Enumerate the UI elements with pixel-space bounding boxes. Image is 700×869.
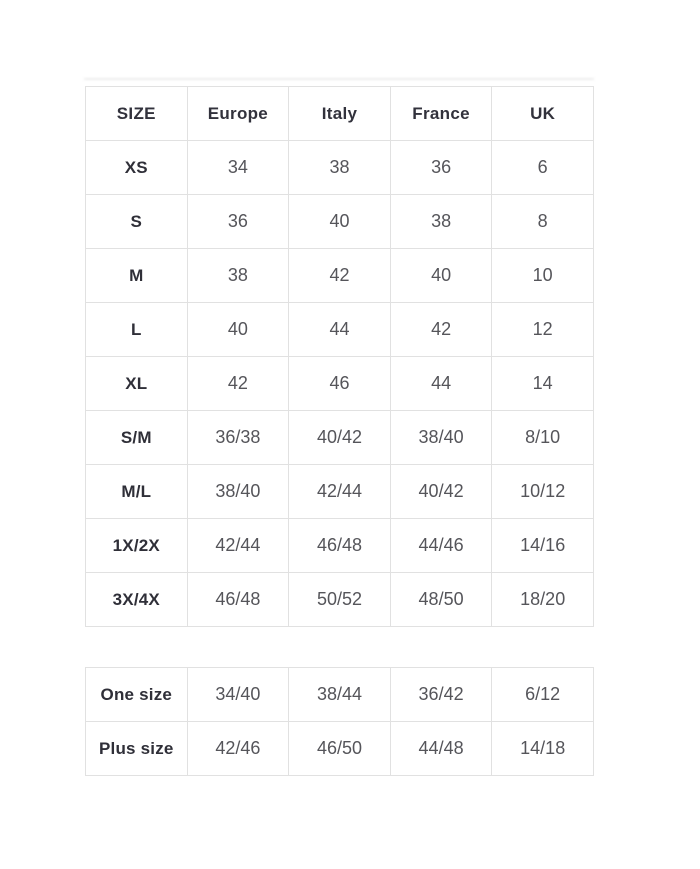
table-cell: 10	[491, 248, 594, 303]
row-label: L	[85, 302, 188, 357]
table-row-one-size: One size 34/40 38/44 36/42 6/12	[85, 667, 594, 722]
table-row-plus-size: Plus size 42/46 46/50 44/48 14/18	[85, 721, 594, 776]
table-cell: 44/48	[389, 721, 493, 776]
table-cell: 40	[288, 194, 391, 249]
column-header-france: France	[389, 86, 493, 141]
table-cell: 12	[491, 302, 594, 357]
table-row-xl: XL 42 46 44 14	[85, 356, 594, 411]
table-cell: 40	[389, 248, 493, 303]
table-cell: 42	[288, 248, 391, 303]
table-cell: 10/12	[491, 464, 594, 519]
one-size-plus-size-table: One size 34/40 38/44 36/42 6/12 Plus siz…	[85, 667, 594, 776]
table-cell: 46/50	[288, 721, 391, 776]
table-cell: 38	[389, 194, 493, 249]
table-row-ml: M/L 38/40 42/44 40/42 10/12	[85, 464, 594, 519]
table-row-m: M 38 42 40 10	[85, 248, 594, 303]
table-cell: 34/40	[186, 667, 290, 722]
header-row: SIZE Europe Italy France UK	[85, 86, 594, 141]
table-cell: 18/20	[491, 572, 594, 627]
table-top-shadow-line	[84, 78, 594, 80]
row-label: XL	[85, 356, 188, 411]
table-cell: 14/18	[491, 721, 594, 776]
table-cell: 44	[288, 302, 391, 357]
column-header-europe: Europe	[186, 86, 290, 141]
table-cell: 38/44	[288, 667, 391, 722]
table-cell: 36	[186, 194, 290, 249]
size-conversion-table: SIZE Europe Italy France UK XS 34 38 36 …	[85, 86, 594, 627]
column-header-uk: UK	[491, 86, 594, 141]
table-cell: 8	[491, 194, 594, 249]
table-row-xs: XS 34 38 36 6	[85, 140, 594, 195]
table-cell: 46	[288, 356, 391, 411]
table-cell: 38	[288, 140, 391, 195]
table-cell: 36/42	[389, 667, 493, 722]
row-label: M	[85, 248, 188, 303]
table-cell: 14/16	[491, 518, 594, 573]
table-cell: 44	[389, 356, 493, 411]
table-cell: 40	[186, 302, 290, 357]
table-cell: 8/10	[491, 410, 594, 465]
table-cell: 34	[186, 140, 290, 195]
table-cell: 50/52	[288, 572, 391, 627]
table-cell: 46/48	[186, 572, 290, 627]
row-label: One size	[85, 667, 188, 722]
column-header-size: SIZE	[85, 86, 188, 141]
row-label: S/M	[85, 410, 188, 465]
row-label: S	[85, 194, 188, 249]
table-row-s: S 36 40 38 8	[85, 194, 594, 249]
row-label: XS	[85, 140, 188, 195]
table-cell: 6/12	[491, 667, 594, 722]
table-cell: 44/46	[389, 518, 493, 573]
table-cell: 42	[186, 356, 290, 411]
table-cell: 48/50	[389, 572, 493, 627]
table-cell: 42	[389, 302, 493, 357]
table-cell: 40/42	[288, 410, 391, 465]
table-cell: 36/38	[186, 410, 290, 465]
table-row-3x4x: 3X/4X 46/48 50/52 48/50 18/20	[85, 572, 594, 627]
table-cell: 42/44	[186, 518, 290, 573]
table-row-sm: S/M 36/38 40/42 38/40 8/10	[85, 410, 594, 465]
table-cell: 14	[491, 356, 594, 411]
table-cell: 40/42	[389, 464, 493, 519]
table-cell: 38/40	[389, 410, 493, 465]
table-row-1x2x: 1X/2X 42/44 46/48 44/46 14/16	[85, 518, 594, 573]
column-header-italy: Italy	[288, 86, 391, 141]
table-cell: 38/40	[186, 464, 290, 519]
table-cell: 42/46	[186, 721, 290, 776]
table-cell: 42/44	[288, 464, 391, 519]
row-label: M/L	[85, 464, 188, 519]
row-label: 3X/4X	[85, 572, 188, 627]
table-cell: 36	[389, 140, 493, 195]
table-row-l: L 40 44 42 12	[85, 302, 594, 357]
table-cell: 46/48	[288, 518, 391, 573]
table-cell: 6	[491, 140, 594, 195]
row-label: 1X/2X	[85, 518, 188, 573]
table-cell: 38	[186, 248, 290, 303]
row-label: Plus size	[85, 721, 188, 776]
